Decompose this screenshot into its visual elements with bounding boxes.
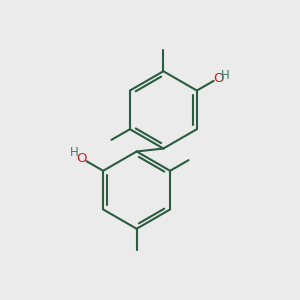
Text: O: O xyxy=(213,72,224,85)
Text: O: O xyxy=(76,152,87,165)
Text: H: H xyxy=(221,69,230,82)
Text: H: H xyxy=(70,146,79,159)
